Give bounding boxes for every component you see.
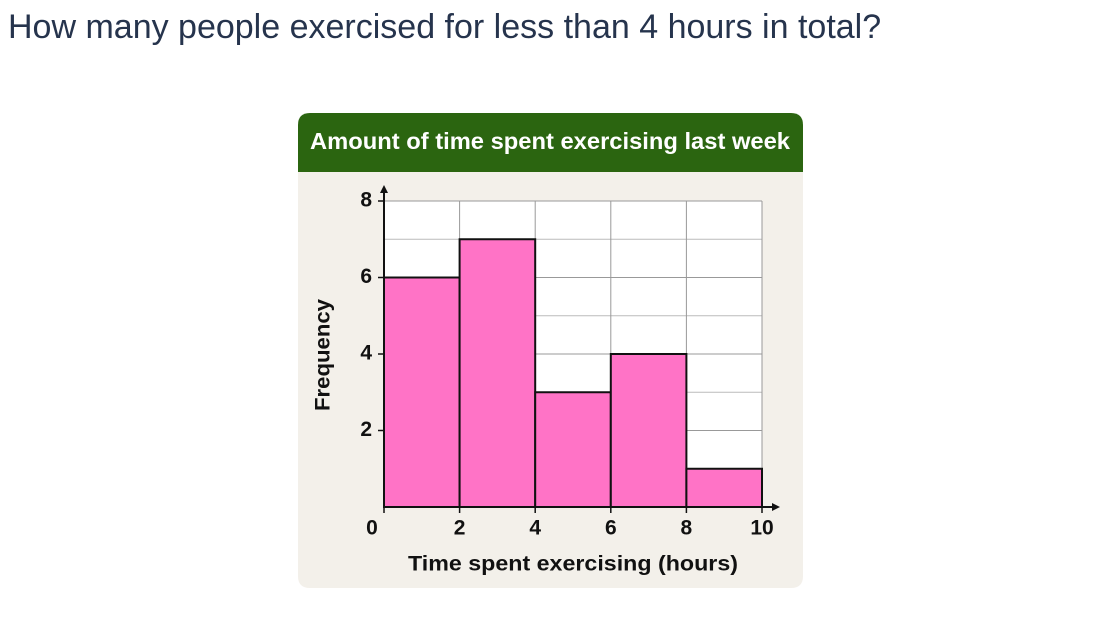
bar xyxy=(383,276,461,508)
y-tick-label: 8 xyxy=(360,189,372,212)
x-tick-label: 4 xyxy=(529,517,541,540)
bar xyxy=(534,391,612,508)
bar xyxy=(685,467,764,508)
y-axis-arrow xyxy=(380,185,388,193)
x-axis-label: Time spent exercising (hours) xyxy=(408,553,738,576)
x-tick-label: 10 xyxy=(750,517,773,540)
bar xyxy=(609,353,688,508)
y-tick-label: 2 xyxy=(360,418,372,441)
bar xyxy=(458,238,537,508)
chart-title: Amount of time spent exercising last wee… xyxy=(310,128,790,154)
x-axis-arrow xyxy=(772,503,780,511)
x-tick-label: 6 xyxy=(605,517,617,540)
y-axis-label: Frequency xyxy=(312,299,335,411)
x-tick-label: 2 xyxy=(454,517,466,540)
question: How many people exercised for less than … xyxy=(8,8,882,46)
y-tick-label: 4 xyxy=(360,342,372,365)
x-tick-label: 0 xyxy=(366,517,378,540)
title-bar xyxy=(298,113,803,172)
x-tick-label: 8 xyxy=(681,517,693,540)
y-tick-label: 6 xyxy=(360,265,372,288)
